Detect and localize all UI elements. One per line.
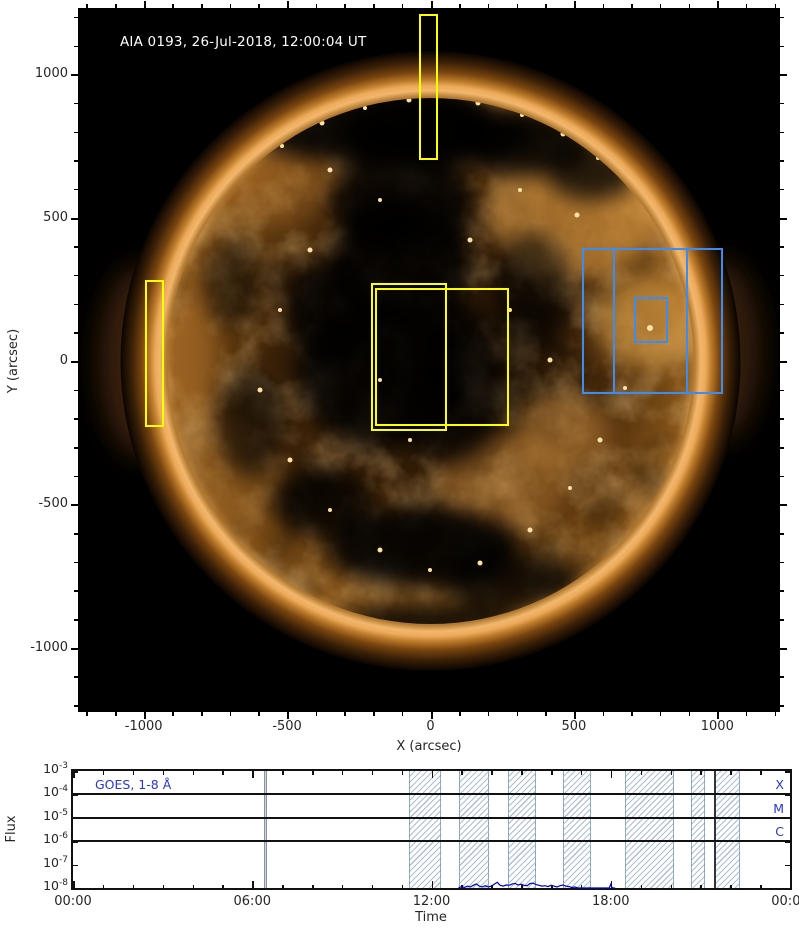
goes-x-tick-label: 18:00 — [592, 894, 630, 909]
y-axis-tick — [780, 590, 784, 592]
aia-x-axis-label: X (arcsec) — [396, 739, 462, 754]
y-axis-tick — [780, 188, 784, 191]
goes-plot-frame — [71, 769, 792, 890]
x-axis-tick — [287, 1, 290, 8]
y-axis-tick — [780, 561, 784, 564]
goes-y-axis-label: Flux — [4, 815, 19, 843]
y-axis-tick — [71, 74, 78, 77]
y-axis-tick — [780, 533, 784, 535]
y-axis-tick — [780, 160, 784, 162]
y-axis-tick — [780, 647, 787, 650]
x-tick-label: -500 — [272, 719, 302, 734]
x-tick-label: 0 — [426, 719, 435, 734]
goes-y-tick-label: 10-3 — [43, 761, 68, 777]
aia-title: AIA 0193, 26-Jul-2018, 12:00:04 UT — [120, 34, 367, 50]
y-axis-tick — [780, 303, 784, 306]
y-axis-tick — [780, 16, 784, 19]
y-axis-tick — [780, 475, 784, 478]
y-axis-tick — [780, 361, 787, 363]
x-axis-tick — [717, 1, 720, 8]
goes-y-tick-label: 10-4 — [43, 784, 68, 800]
y-axis-tick — [780, 246, 784, 248]
y-axis-tick — [780, 676, 784, 678]
goes-y-tick-label: 10-7 — [43, 854, 68, 870]
y-axis-tick — [71, 504, 78, 507]
y-tick-label: 1000 — [34, 66, 68, 82]
y-axis-tick — [780, 274, 784, 277]
goes-y-tick-label: 10-5 — [43, 807, 68, 823]
aia-y-axis-label: Y (arcsec) — [6, 328, 21, 394]
x-axis-tick — [573, 1, 576, 8]
y-axis-tick — [780, 447, 784, 449]
y-axis-tick — [71, 217, 78, 220]
goes-x-tick-label: 06:00 — [233, 894, 271, 909]
y-axis-tick — [71, 647, 78, 650]
y-axis-tick — [780, 389, 784, 392]
x-tick-label: 1000 — [700, 719, 734, 734]
goes-x-tick-label: 12:00 — [412, 894, 451, 909]
y-axis-tick — [780, 74, 787, 77]
aia-plot-frame — [78, 8, 780, 712]
y-tick-label: -1000 — [30, 639, 68, 655]
sun-image — [80, 10, 778, 710]
y-axis-tick — [780, 102, 784, 105]
goes-x-tick-label: 00:00 — [54, 894, 92, 909]
y-axis-tick — [780, 332, 784, 334]
y-tick-label: -500 — [38, 496, 68, 512]
y-axis-tick — [780, 418, 784, 420]
goes-y-tick-label: 10-8 — [43, 878, 68, 894]
goes-legend: GOES, 1-8 Å — [95, 777, 172, 792]
x-axis-tick — [143, 1, 146, 8]
y-tick-label: 500 — [43, 209, 68, 225]
goes-x-tick-label: 00:00 — [771, 894, 799, 909]
y-axis-tick — [780, 619, 784, 621]
y-axis-tick — [780, 217, 787, 220]
goes-y-tick-label: 10-6 — [43, 831, 68, 847]
y-axis-tick — [780, 705, 784, 707]
x-axis-tick — [430, 1, 433, 8]
goes-x-axis-label: Time — [415, 910, 447, 925]
x-tick-label: -1000 — [124, 719, 163, 734]
y-axis-tick — [71, 361, 78, 363]
x-tick-label: 500 — [561, 719, 587, 734]
y-axis-tick — [780, 504, 787, 507]
y-axis-tick — [780, 131, 784, 134]
y-axis-tick — [780, 45, 784, 48]
